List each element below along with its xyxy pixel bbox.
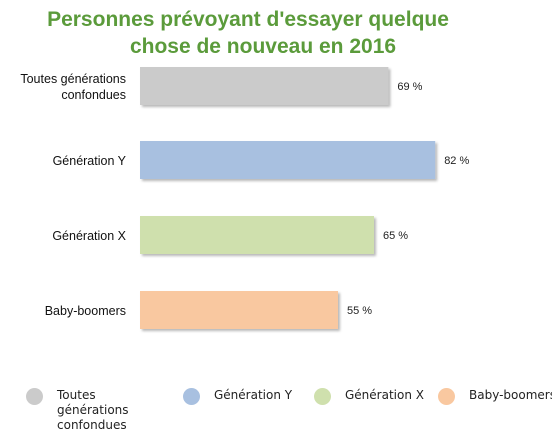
legend-swatch-2 bbox=[314, 388, 331, 405]
legend-label-2: Génération X bbox=[345, 388, 424, 402]
chart-title-line-1: Personnes prévoyant d'essayer quelque bbox=[47, 8, 449, 31]
legend-label-1: Génération Y bbox=[214, 388, 293, 402]
bar-0 bbox=[140, 67, 389, 105]
legend-item-0: Toutes générations confondues bbox=[26, 388, 167, 433]
value-label-1: 82 % bbox=[444, 155, 469, 167]
chart-legend: Toutes générations confondues Génération Y… bbox=[0, 386, 552, 432]
legend-label-3: Baby-boomers bbox=[469, 388, 552, 402]
category-label-3: Baby-boomers bbox=[45, 304, 126, 318]
legend-label-0: Toutes générations confondues bbox=[57, 388, 129, 432]
category-label-1: Génération Y bbox=[53, 154, 127, 168]
bar-1 bbox=[140, 141, 436, 179]
legend-item-3: Baby-boomers bbox=[438, 388, 552, 405]
bar-3 bbox=[140, 291, 338, 329]
category-label-2: Génération X bbox=[52, 229, 126, 243]
value-label-3: 55 % bbox=[347, 305, 372, 317]
legend-swatch-0 bbox=[26, 388, 43, 405]
value-label-0: 69 % bbox=[397, 81, 422, 93]
chart-title: Personnes prévoyant d'essayer quelque ch… bbox=[0, 6, 552, 60]
legend-swatch-3 bbox=[438, 388, 455, 405]
chart-title-line-2: chose de nouveau en 2016 bbox=[129, 35, 397, 58]
category-label-0: Toutes générations confondues bbox=[20, 72, 126, 102]
value-label-2: 65 % bbox=[383, 230, 408, 242]
legend-item-1: Génération Y bbox=[183, 388, 324, 405]
legend-item-2: Génération X bbox=[314, 388, 455, 405]
legend-swatch-1 bbox=[183, 388, 200, 405]
bar-2 bbox=[140, 216, 374, 254]
